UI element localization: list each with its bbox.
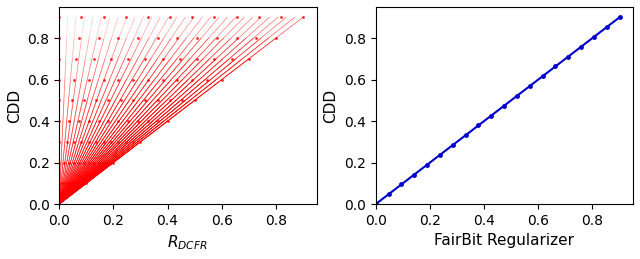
X-axis label: FairBit Regularizer: FairBit Regularizer	[435, 233, 575, 248]
Y-axis label: CDD: CDD	[7, 89, 22, 123]
X-axis label: $R_{DCFR}$: $R_{DCFR}$	[168, 233, 208, 252]
Y-axis label: CDD: CDD	[323, 89, 339, 123]
